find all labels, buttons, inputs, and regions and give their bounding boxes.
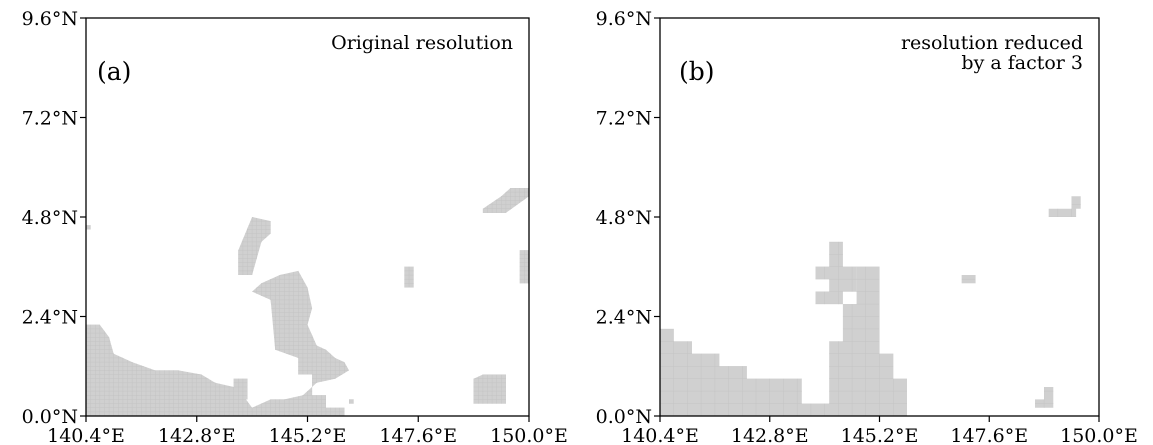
panel-b-reduced-resolution: 140.4°E 142.8°E 145.2°E 147.6°E 150.0°E 0.0°… — [596, 8, 1138, 445]
x-tick-label: 150.0°E — [490, 425, 568, 445]
cell-grid — [660, 196, 1081, 416]
mask-region-1 — [86, 270, 349, 416]
y-tick-label: 2.4°N — [22, 307, 78, 329]
x-tick-label: 145.2°E — [841, 425, 919, 445]
x-axis-ticks: 140.4°E 142.8°E 145.2°E 147.6°E 150.0°E — [47, 416, 568, 445]
y-tick-label: 0.0°N — [22, 406, 78, 428]
panel-letter: (b) — [679, 57, 715, 86]
mask-region-8 — [86, 225, 91, 230]
panel-caption-line-1: Original resolution — [331, 32, 513, 54]
y-tick-label: 7.2°N — [22, 108, 78, 130]
x-tick-label: 140.4°E — [621, 425, 699, 445]
x-tick-label: 147.6°E — [950, 425, 1028, 445]
panel-letter: (a) — [97, 57, 131, 86]
y-axis-ticks: 0.0°N 2.4°N 4.8°N 7.2°N 9.6°N — [22, 8, 86, 428]
x-tick-label: 140.4°E — [47, 425, 125, 445]
mask-region-9 — [349, 399, 354, 404]
y-tick-label: 7.2°N — [596, 108, 652, 130]
mask-region-3 — [815, 291, 843, 305]
y-axis-ticks: 0.0°N 2.4°N 4.8°N 7.2°N 9.6°N — [596, 8, 660, 428]
x-tick-label: 142.8°E — [731, 425, 809, 445]
x-tick-label: 147.6°E — [379, 425, 457, 445]
panel-caption-line-2: by a factor 3 — [961, 52, 1083, 74]
x-axis-ticks: 140.4°E 142.8°E 145.2°E 147.6°E 150.0°E — [621, 416, 1138, 445]
mask-region-5 — [473, 374, 506, 404]
x-tick-label: 145.2°E — [269, 425, 347, 445]
y-tick-label: 2.4°N — [596, 307, 652, 329]
y-tick-label: 4.8°N — [22, 207, 78, 229]
mask-layer — [660, 196, 1081, 416]
x-tick-label: 142.8°E — [158, 425, 236, 445]
x-tick-label: 150.0°E — [1060, 425, 1138, 445]
y-tick-label: 0.0°N — [596, 406, 652, 428]
panel-caption-line-1: resolution reduced — [901, 32, 1083, 54]
mask-layer — [86, 188, 529, 416]
y-tick-label: 9.6°N — [596, 8, 652, 30]
y-tick-label: 9.6°N — [22, 8, 78, 30]
mask-region-6 — [1048, 196, 1081, 217]
cell-grid — [86, 188, 529, 416]
mask-region-2 — [233, 378, 248, 400]
panel-a-original-resolution: 140.4°E 142.8°E 145.2°E 147.6°E 150.0°E 0.0°… — [22, 8, 568, 445]
y-tick-label: 4.8°N — [596, 207, 652, 229]
